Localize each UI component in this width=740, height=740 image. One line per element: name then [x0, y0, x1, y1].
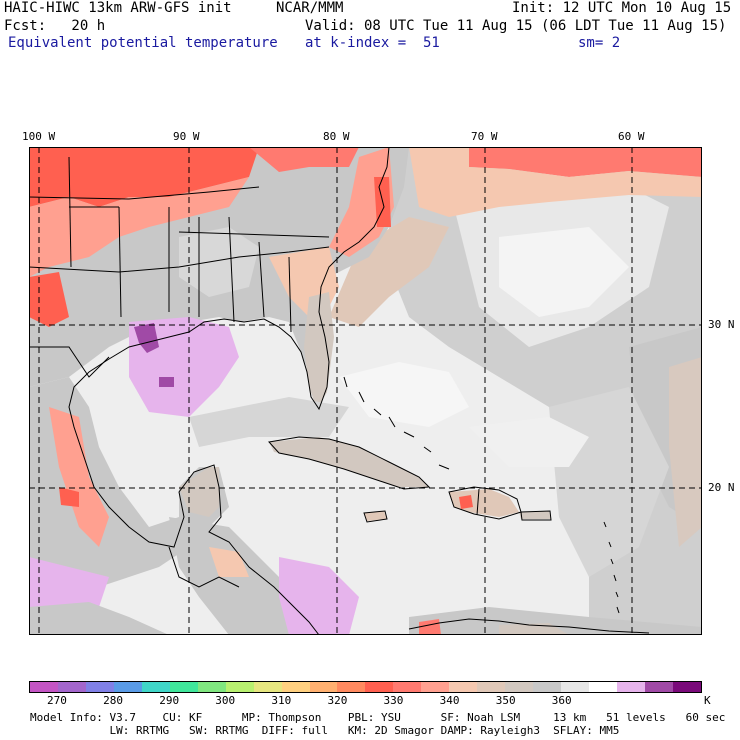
lon-label-60w: 60 W — [618, 130, 645, 143]
colorbar-segment — [197, 682, 226, 692]
lon-label-70w: 70 W — [471, 130, 498, 143]
colorbar-segment — [449, 682, 478, 692]
lon-label-100w: 100 W — [22, 130, 56, 143]
lat-label-30n: 30 N — [708, 318, 735, 331]
colorbar-tick-label: 270 — [47, 694, 67, 707]
colorbar-segment — [337, 682, 366, 692]
colorbar-segment — [57, 682, 86, 692]
colorbar-segment — [421, 682, 450, 692]
colorbar-segment — [589, 682, 618, 692]
colorbar-tick-label: 300 — [215, 694, 236, 707]
colorbar-tick-label: 280 — [103, 694, 123, 707]
init-time: Init: 12 UTC Mon 10 Aug 15 — [512, 0, 732, 16]
colorbar-segment — [309, 682, 338, 692]
colorbar-segment — [672, 682, 701, 692]
colorbar-tick-label: 340 — [439, 694, 460, 707]
lat-label-20n: 20 N — [708, 481, 735, 494]
colorbar-tick-label: 320 — [327, 694, 348, 707]
org-label: NCAR/MMM — [276, 0, 344, 16]
colorbar-segment — [393, 682, 422, 692]
valid-time: Valid: 08 UTC Tue 11 Aug 15 (06 LDT Tue … — [305, 18, 727, 34]
colorbar-segment — [141, 682, 170, 692]
colorbar-segment — [85, 682, 114, 692]
colorbar-segment — [30, 682, 58, 692]
colorbar-segment — [365, 682, 394, 692]
lon-label-90w: 90 W — [173, 130, 200, 143]
smoothing-label: sm= 2 — [578, 35, 621, 51]
model-info-line2: LW: RRTMG SW: RRTMG DIFF: full KM: 2D Sm… — [30, 724, 620, 737]
colorbar-segment — [225, 682, 254, 692]
level-index: at k-index = 51 — [305, 35, 440, 51]
colorbar-segment — [169, 682, 198, 692]
colorbar-segment — [533, 682, 562, 692]
colorbar-tick-label: 290 — [159, 694, 180, 707]
colorbar-tick-label: 360 — [551, 694, 572, 707]
colorbar-segment — [477, 682, 506, 692]
colorbar-tick-label: 330 — [383, 694, 404, 707]
colorbar-segment — [253, 682, 282, 692]
colorbar — [29, 681, 702, 693]
theta-e-map — [29, 147, 702, 635]
colorbar-segment — [113, 682, 142, 692]
colorbar-tick-label: 310 — [271, 694, 292, 707]
colorbar-tick-label: 350 — [495, 694, 516, 707]
field-name: Equivalent potential temperature — [8, 35, 278, 51]
colorbar-unit: K — [704, 694, 711, 707]
model-title: HAIC-HIWC 13km ARW-GFS init — [4, 0, 232, 16]
colorbar-segment — [281, 682, 310, 692]
colorbar-segment — [644, 682, 673, 692]
forecast-hour: Fcst: 20 h — [4, 18, 106, 34]
lon-label-80w: 80 W — [323, 130, 350, 143]
colorbar-segment — [505, 682, 534, 692]
colorbar-segment — [561, 682, 590, 692]
colorbar-segment — [617, 682, 645, 692]
model-info-line1: Model Info: V3.7 CU: KF MP: Thompson PBL… — [30, 711, 726, 724]
